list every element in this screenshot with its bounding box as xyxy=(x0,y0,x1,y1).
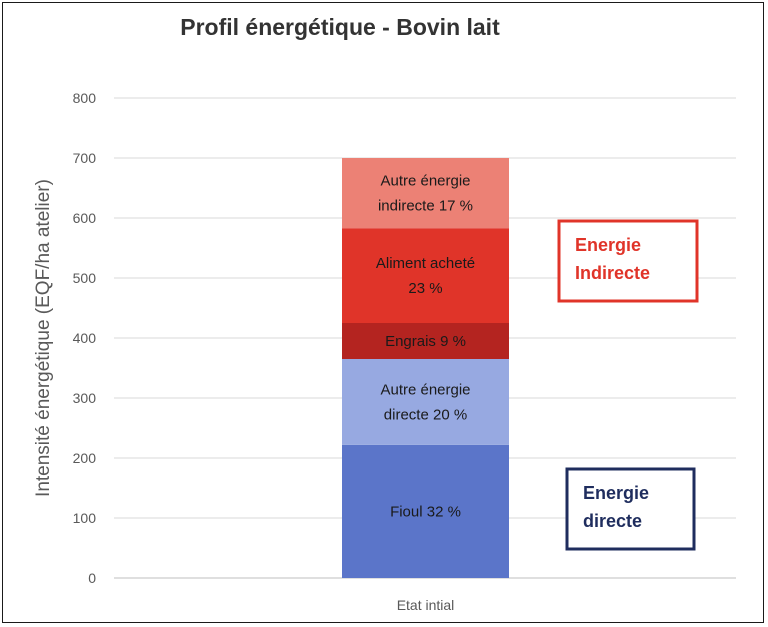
segment-label: Engrais 9 % xyxy=(385,333,466,350)
bar-segment xyxy=(342,228,509,323)
bar-segments xyxy=(342,158,509,578)
x-axis-ticks: Etat intial xyxy=(397,597,455,613)
y-tick-label: 400 xyxy=(73,330,97,346)
segment-label: Autre énergie xyxy=(380,381,470,398)
segment-labels: Fioul 32 % Autre énergie directe 20 % Engra… xyxy=(376,173,475,521)
y-tick-label: 0 xyxy=(88,570,96,586)
y-tick-label: 700 xyxy=(73,150,97,166)
bar-segment xyxy=(342,444,509,578)
bar-segment xyxy=(342,323,509,359)
y-tick-label: 500 xyxy=(73,270,97,286)
y-axis-ticks: 0 100 200 300 400 500 600 700 800 xyxy=(73,90,97,586)
annotation-box xyxy=(565,467,696,551)
annotation-label: Energie xyxy=(575,235,641,255)
y-tick-label: 200 xyxy=(73,450,97,466)
segment-label: directe 20 % xyxy=(384,406,467,423)
bar-segment xyxy=(342,158,509,229)
x-tick-label: Etat intial xyxy=(397,597,455,613)
y-tick-label: 300 xyxy=(73,390,97,406)
segment-label: Aliment acheté xyxy=(376,255,475,272)
annotation-box xyxy=(557,219,699,303)
segment-label: Fioul 32 % xyxy=(390,503,461,520)
segment-label: 23 % xyxy=(408,280,442,297)
y-tick-label: 600 xyxy=(73,210,97,226)
bar-segment xyxy=(342,359,509,445)
annotation-label: Energie xyxy=(583,483,649,503)
chart-title: Profil énergétique - Bovin lait xyxy=(180,14,500,40)
segment-label: Autre énergie xyxy=(380,173,470,190)
y-tick-label: 100 xyxy=(73,510,97,526)
annotation-label: directe xyxy=(583,511,642,531)
y-axis-label: Intensité énergétique (EQF/ha atelier) xyxy=(33,179,54,497)
segment-label: indirecte 17 % xyxy=(378,198,473,215)
annotation-label: Indirecte xyxy=(575,263,650,283)
annotation-boxes: Energie Indirecte Energie directe xyxy=(557,219,699,551)
y-tick-label: 800 xyxy=(73,90,97,106)
